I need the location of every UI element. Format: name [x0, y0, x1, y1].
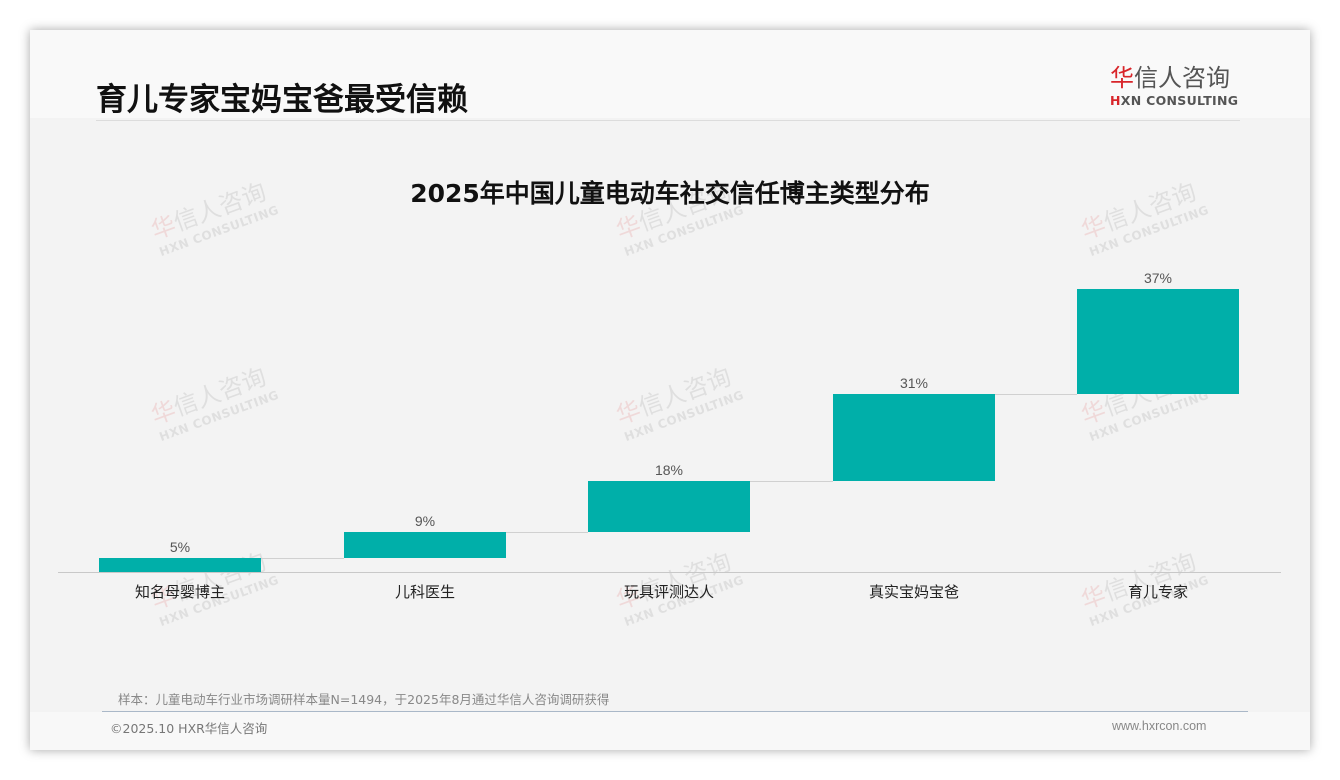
- footer-band: [30, 712, 1310, 750]
- category-label: 真实宝妈宝爸: [868, 583, 959, 601]
- slide: 育儿专家宝妈宝爸最受信赖 华信人咨询 HXN CONSULTING 华信人咨询 H…: [30, 30, 1310, 750]
- bar-5: [1077, 289, 1239, 394]
- website-link[interactable]: www.hxrcon.com: [1112, 719, 1207, 733]
- header-divider: [96, 120, 1240, 121]
- category-label: 知名母婴博主: [134, 583, 225, 601]
- category-label: 儿科医生: [394, 583, 455, 601]
- bar-2: [344, 532, 506, 558]
- data-label: 18%: [654, 462, 684, 479]
- bar-4: [833, 393, 995, 482]
- logo-chinese: 华信人咨询: [1110, 64, 1230, 92]
- data-label: 31%: [899, 374, 929, 391]
- data-label: 5%: [169, 538, 191, 555]
- x-axis-line: [58, 572, 1281, 573]
- data-label: 9%: [414, 513, 436, 530]
- copyright-text: ©2025.10 HXR华信人咨询: [110, 721, 268, 736]
- brand-logo: 华信人咨询 HXN CONSULTING: [1110, 64, 1240, 108]
- sample-note: 样本：儿童电动车行业市场调研样本量N=1494，于2025年8月通过华信人咨询调…: [118, 692, 610, 707]
- page-title: 育儿专家宝妈宝爸最受信赖: [96, 82, 468, 118]
- logo-english: HXN CONSULTING: [1110, 93, 1239, 108]
- category-label: 育儿专家: [1127, 583, 1188, 601]
- category-label: 玩具评测达人: [623, 583, 714, 601]
- header-band: [30, 30, 1310, 118]
- connector-line: [750, 481, 833, 483]
- connector-line: [261, 557, 344, 559]
- data-label: 37%: [1143, 270, 1173, 286]
- bar-3: [588, 481, 750, 533]
- waterfall-chart: 5% 知名母婴博主 9% 儿科医生 18% 玩具评测达人 31% 真实宝妈宝爸 37% 育儿专家: [30, 30, 1310, 750]
- connector-line: [995, 393, 1077, 395]
- footer-divider: [102, 711, 1248, 712]
- chart-title: 2025年中国儿童电动车社交信任博主类型分布: [410, 179, 930, 208]
- connector-line: [506, 532, 588, 534]
- bar-1: [99, 557, 261, 572]
